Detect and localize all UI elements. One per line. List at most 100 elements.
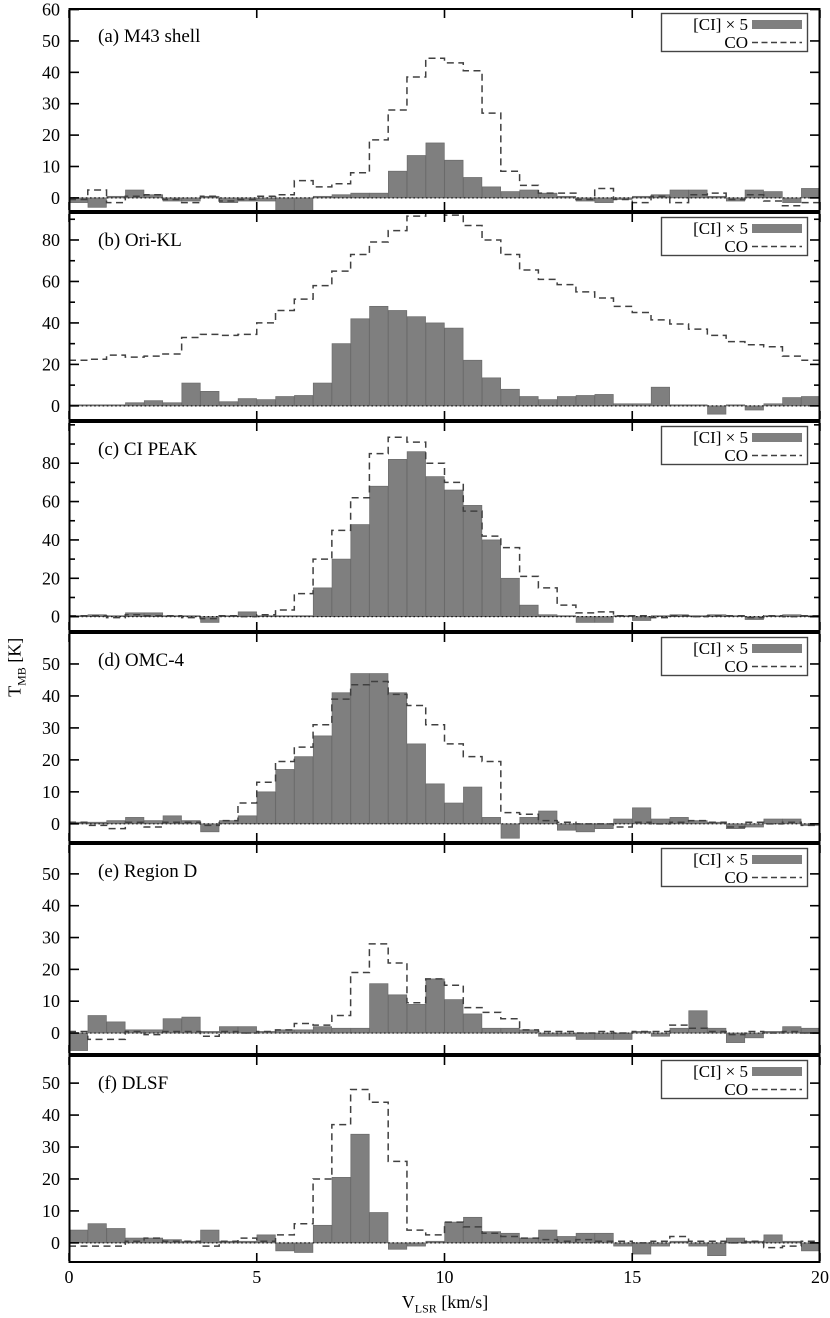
ci-bar — [406, 1242, 426, 1247]
ci-bar — [200, 391, 220, 407]
ci-bar — [388, 692, 408, 825]
ci-bars — [69, 142, 820, 212]
y-tick-label: 60 — [42, 492, 60, 512]
ci-bar — [106, 1228, 126, 1244]
ci-bar — [763, 403, 783, 407]
ci-bar — [219, 1026, 239, 1034]
y-ticks — [70, 873, 819, 1034]
legend-co-label: CO — [724, 237, 748, 256]
ci-bars — [69, 673, 820, 839]
ci-bar — [519, 817, 539, 825]
ci-bar — [594, 1232, 614, 1244]
y-tick-label: 50 — [42, 654, 60, 674]
plot-content — [69, 673, 820, 839]
legend-co-label: CO — [724, 1080, 748, 1099]
panel-title: (e) Region D — [98, 861, 197, 882]
ci-bar — [632, 1242, 652, 1255]
y-tick-label: 10 — [42, 156, 60, 176]
legend-ci-label: [CI] × 5 — [693, 639, 748, 658]
y-tick-label: 0 — [51, 607, 60, 627]
ci-bar — [369, 485, 389, 618]
ci-bar — [481, 817, 501, 825]
ci-bar — [256, 399, 276, 407]
ci-bar — [500, 1232, 520, 1244]
ci-bar — [294, 197, 314, 212]
y-tick-label: 20 — [42, 959, 60, 979]
y-tick-label: 30 — [42, 928, 60, 948]
ci-bar — [388, 1242, 408, 1250]
ci-bar — [388, 170, 408, 199]
ci-bar — [294, 1242, 314, 1253]
ci-bar — [87, 821, 107, 825]
legend-ci-swatch — [752, 433, 802, 442]
y-tick-label: 10 — [42, 782, 60, 802]
ci-bar — [613, 1242, 633, 1247]
y-tick-label: 40 — [42, 313, 60, 333]
y-tick-label: 30 — [42, 1137, 60, 1157]
ci-bar — [162, 1018, 182, 1034]
ci-bar — [463, 786, 483, 825]
legend-box — [660, 636, 809, 677]
ci-bar — [425, 783, 445, 825]
ci-bar — [406, 1004, 426, 1034]
y-axis-title-units: [K] — [4, 637, 25, 668]
x-ticks — [68, 1057, 821, 1261]
ci-bar — [294, 1029, 314, 1034]
ci-bar — [312, 382, 333, 407]
panel-title: (a) M43 shell — [98, 26, 200, 47]
ci-bar — [519, 396, 539, 407]
ci-bar — [219, 1240, 239, 1244]
ci-bar — [162, 402, 182, 407]
plot-content — [69, 57, 820, 212]
panel-border — [68, 632, 821, 843]
legend-box — [660, 12, 809, 53]
ci-bar — [275, 615, 295, 618]
legend: [CI] × 5CO — [660, 12, 809, 53]
ci-bar — [237, 1240, 257, 1244]
x-ticks — [68, 634, 821, 841]
legend-box — [660, 847, 809, 888]
panel-f: 0 10 20 30 40 50 (f) DLSF [CI] × 5CO — [42, 1055, 821, 1263]
ci-bar — [388, 994, 408, 1034]
ci-bar — [725, 1032, 746, 1043]
ci-bar — [406, 155, 426, 199]
ci-bar — [331, 343, 351, 407]
y-tick-label: 50 — [42, 864, 60, 884]
ci-bar — [725, 823, 746, 829]
legend-ci-swatch — [752, 644, 802, 653]
ci-bar — [519, 1237, 539, 1244]
y-ticks — [70, 424, 819, 618]
ci-bar — [369, 983, 389, 1034]
ci-bar — [406, 451, 426, 618]
ci-bar — [87, 1015, 107, 1034]
ci-bar — [444, 159, 464, 199]
co-line — [69, 1088, 820, 1249]
ci-bar — [782, 818, 802, 825]
x-ticks — [68, 10, 821, 210]
plot-content — [69, 212, 820, 415]
ci-bar — [801, 1242, 820, 1252]
ci-bar — [312, 735, 333, 825]
ci-bar — [425, 476, 445, 618]
ci-bar — [69, 1032, 88, 1051]
ci-bar — [369, 1212, 389, 1244]
ci-bar — [500, 1027, 520, 1034]
ci-bar — [707, 1027, 727, 1034]
y-tick-label: 20 — [42, 125, 60, 145]
y-ticks — [70, 663, 819, 825]
legend-ci-swatch — [752, 855, 802, 864]
ci-bar — [594, 616, 614, 623]
legend-ci-label: [CI] × 5 — [693, 850, 748, 869]
panel-b: 0 20 40 60 80 (b) Ori-KL [CI] × 5CO — [42, 212, 821, 421]
ci-bar — [369, 192, 389, 199]
co-line — [69, 436, 820, 620]
ci-bar — [219, 197, 239, 203]
ci-bar — [294, 395, 314, 407]
ci-bar — [237, 1026, 257, 1034]
panel-c: 0 20 40 60 80 (c) CI PEAK [CI] × 5CO — [42, 421, 821, 632]
panel-title: (c) CI PEAK — [98, 439, 197, 460]
ci-bar — [669, 1027, 689, 1034]
ci-bar — [275, 1242, 295, 1252]
ci-bar — [725, 404, 746, 407]
y-ticks — [70, 8, 819, 199]
